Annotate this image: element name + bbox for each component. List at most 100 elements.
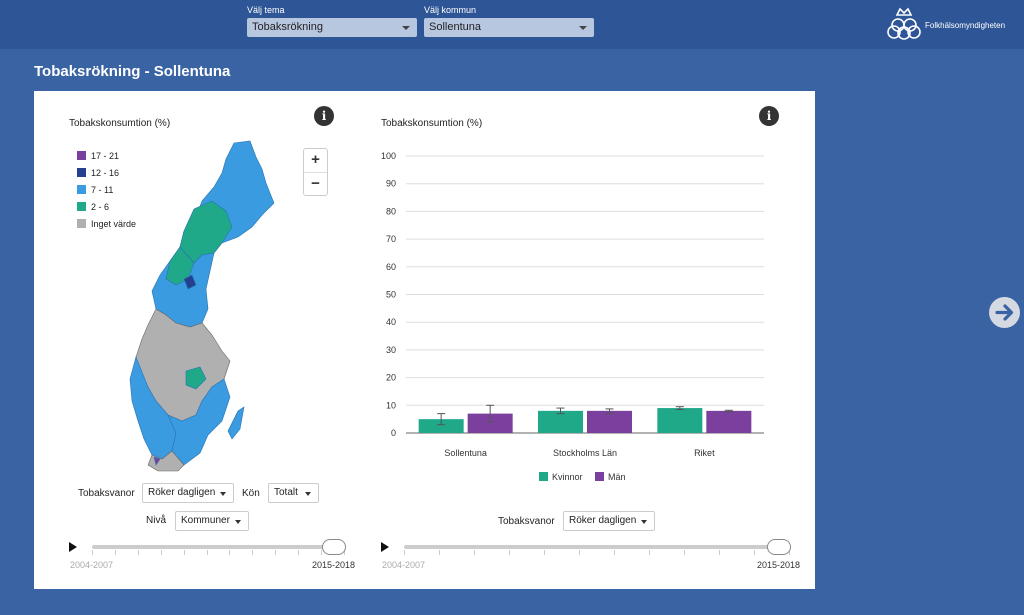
bar-chart: 0 10 20 30 40 50 60 70 80 90 100 Sollentuna Stockhol… xyxy=(381,151,764,482)
bar xyxy=(418,419,464,433)
chart-legend-label: Kvinnor xyxy=(552,472,583,482)
map-slider-tick xyxy=(229,550,231,555)
map-region-norrland-green[interactable] xyxy=(179,200,233,264)
info-icon[interactable]: i xyxy=(314,106,334,126)
map-zoom-control: + − xyxy=(303,148,328,196)
legend-item: 7 - 11 xyxy=(77,181,136,198)
municipality-select-label: Välj kommun xyxy=(424,5,477,15)
y-tick-label: 90 xyxy=(386,179,396,189)
legend-swatch xyxy=(77,185,86,194)
map-region-green-patch[interactable] xyxy=(185,366,207,390)
legend-label: Inget värde xyxy=(91,218,137,229)
map-slider-tick xyxy=(344,550,345,555)
map-slider-thumb[interactable] xyxy=(322,539,346,555)
caret-down-icon xyxy=(579,26,587,30)
map-slider-tick xyxy=(183,550,185,555)
y-tick-label: 0 xyxy=(391,428,396,438)
map-legend: 17 - 21 12 - 16 7 - 11 2 - 6 Inget värde xyxy=(77,147,136,232)
bar xyxy=(467,413,513,433)
chart-slider-tick xyxy=(649,550,650,555)
chart-habit-label: Tobaksvanor xyxy=(498,516,555,527)
chart-legend-swatch xyxy=(539,472,548,481)
legend-label: 12 - 16 xyxy=(91,167,120,178)
map-habit-label: Tobaksvanor xyxy=(78,488,135,499)
bar xyxy=(706,410,752,433)
chart-slider-end-label: 2015-2018 xyxy=(757,560,801,570)
map-region-purple[interactable] xyxy=(153,456,161,466)
level-dropdown[interactable]: Kommuner xyxy=(175,511,249,531)
bar xyxy=(538,410,583,433)
gender-dropdown[interactable]: Totalt xyxy=(268,483,319,503)
legend-swatch xyxy=(77,202,86,211)
y-tick-label: 20 xyxy=(386,373,396,383)
map-slider-tick xyxy=(298,550,300,555)
page-title: Tobaksrökning - Sollentuna xyxy=(34,63,231,80)
legend-item: 17 - 21 xyxy=(77,147,136,164)
chart-legend-label: Män xyxy=(608,472,626,482)
legend-swatch xyxy=(77,168,86,177)
map-play-icon[interactable] xyxy=(69,542,77,552)
legend-label: 2 - 6 xyxy=(91,201,110,212)
y-tick-label: 40 xyxy=(386,317,396,327)
theme-select-value: Tobaksrökning xyxy=(252,21,323,33)
x-category-label: Riket xyxy=(694,448,715,458)
map-slider-tick xyxy=(321,550,323,555)
brand-name: Folkhälsomyndigheten xyxy=(925,21,1006,30)
map-slider-start-label: 2004-2007 xyxy=(70,560,114,570)
theme-select[interactable]: Tobaksrökning xyxy=(247,18,417,37)
chart-slider-tick xyxy=(754,550,755,555)
legend-swatch xyxy=(77,219,86,228)
info-icon[interactable]: i xyxy=(759,106,779,126)
chart-time-slider[interactable] xyxy=(404,545,789,549)
legend-item: Inget värde xyxy=(77,215,136,232)
chart-slider-tick xyxy=(684,550,685,555)
legend-label: 17 - 21 xyxy=(91,150,120,161)
chart-panel-title: Tobakskonsumtion (%) xyxy=(381,118,483,129)
y-tick-label: 10 xyxy=(386,400,396,410)
chart-habit-dropdown[interactable]: Röker dagligen xyxy=(563,511,655,531)
caret-down-icon xyxy=(305,492,311,496)
municipality-select[interactable]: Sollentuna xyxy=(424,18,594,37)
zoom-out-button[interactable]: − xyxy=(304,172,327,195)
y-tick-label: 100 xyxy=(381,151,396,161)
legend-item: 12 - 16 xyxy=(77,164,136,181)
map-panel-title: Tobakskonsumtion (%) xyxy=(69,118,171,129)
map-slider-end-label: 2015-2018 xyxy=(312,560,356,570)
municipality-select-group: Välj kommun Sollentuna xyxy=(424,4,594,37)
map-region-gotland[interactable] xyxy=(227,406,245,440)
chart-slider-tick xyxy=(474,550,475,555)
gender-label: Kön xyxy=(242,488,260,499)
map-time-slider[interactable] xyxy=(92,545,344,549)
theme-select-group: Välj tema Tobaksrökning xyxy=(247,4,417,37)
theme-select-label: Välj tema xyxy=(247,5,285,15)
map-slider-tick xyxy=(92,550,93,555)
caret-down-icon xyxy=(235,520,241,524)
level-label: Nivå xyxy=(146,515,167,526)
map-habit-dropdown[interactable]: Röker dagligen xyxy=(142,483,234,503)
chart-slider-thumb[interactable] xyxy=(767,539,791,555)
legend-item: 2 - 6 xyxy=(77,198,136,215)
map-slider-tick xyxy=(252,550,254,555)
map-region-dark[interactable] xyxy=(183,274,197,290)
crown-emblem-icon xyxy=(887,7,921,40)
brand-logo[interactable]: Folkhälsomyndigheten xyxy=(886,3,1016,43)
chart-slider-tick xyxy=(789,550,790,555)
y-tick-label: 30 xyxy=(386,345,396,355)
map-slider-tick xyxy=(137,550,139,555)
chart-slider-tick xyxy=(404,550,405,555)
next-page-button[interactable] xyxy=(989,297,1020,328)
map-slider-tick xyxy=(114,550,116,555)
map-slider-tick xyxy=(160,550,162,555)
level-value: Kommuner xyxy=(181,515,230,526)
map-region-skane[interactable] xyxy=(147,450,185,472)
main-card: Tobakskonsumtion (%) i 17 - 21 12 - 16 7 -… xyxy=(34,91,815,589)
caret-down-icon xyxy=(220,492,226,496)
zoom-in-button[interactable]: + xyxy=(311,151,320,168)
gender-value: Totalt xyxy=(274,487,298,498)
chart-slider-tick xyxy=(544,550,545,555)
sweden-map[interactable] xyxy=(126,139,286,475)
chart-play-icon[interactable] xyxy=(381,542,389,552)
x-category-label: Sollentuna xyxy=(444,448,487,458)
map-habit-value: Röker dagligen xyxy=(148,487,216,498)
y-tick-label: 70 xyxy=(386,234,396,244)
